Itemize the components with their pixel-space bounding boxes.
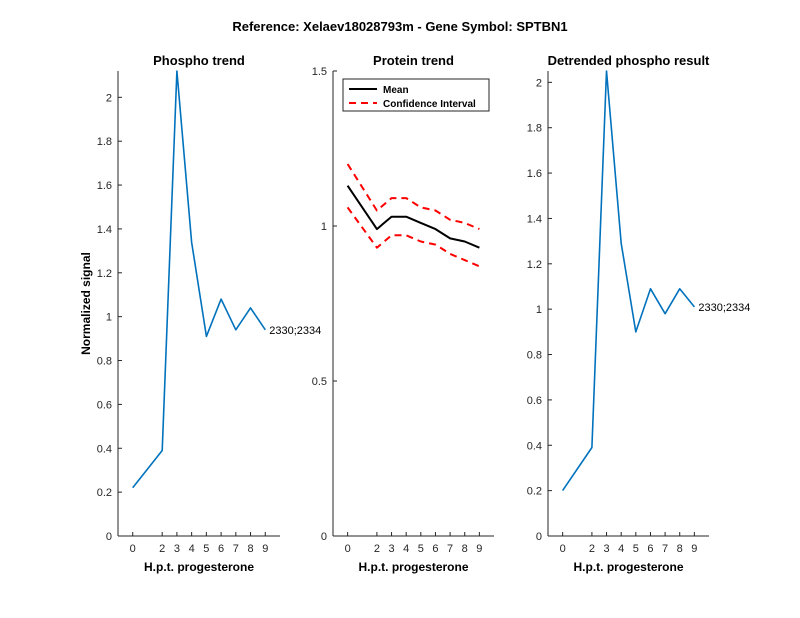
series-line-3: [346, 206, 480, 268]
y-tick-label: 1.5: [312, 66, 327, 78]
series-line-1: [132, 70, 266, 489]
y-tick-label: 1.6: [527, 168, 542, 180]
panel-title: Phospho trend: [153, 53, 245, 68]
chart-panel-2: 0 0.5 1 1.5 0 2 3 4 5 6 7 8 9 Protein trend H.p.t. pro…: [312, 53, 494, 574]
x-tick-label: 2: [159, 543, 165, 555]
y-tick-label: 1.4: [97, 224, 112, 236]
y-tick-label: 0: [536, 531, 542, 543]
y-tick-label: 1.6: [97, 180, 112, 192]
x-tick-label: 9: [476, 543, 482, 555]
y-tick-label: 1: [106, 312, 112, 324]
y-tick-label: 0.4: [527, 440, 542, 452]
x-tick-label: 8: [677, 543, 683, 555]
y-tick-label: 1.8: [97, 136, 112, 148]
y-tick-label: 1: [321, 221, 327, 233]
y-axis-label: Normalized signal: [79, 252, 93, 355]
x-tick-label: 3: [388, 543, 394, 555]
y-tick-label: 1.2: [527, 259, 542, 271]
y-tick-label: 1: [536, 304, 542, 316]
x-tick-label: 5: [633, 543, 639, 555]
x-tick-label: 7: [233, 543, 239, 555]
legend-entry-label: Confidence Interval: [383, 99, 476, 110]
y-tick-label: 1.4: [527, 213, 542, 225]
x-tick-label: 3: [174, 543, 180, 555]
x-axis-label: H.p.t. progesterone: [144, 560, 254, 574]
x-tick-label: 0: [560, 543, 566, 555]
x-tick-label: 0: [130, 543, 136, 555]
x-tick-label: 9: [691, 543, 697, 555]
panel-title: Protein trend: [373, 53, 454, 68]
legend-entry-label: Mean: [383, 85, 409, 96]
series-line-1: [561, 70, 696, 492]
x-tick-label: 5: [418, 543, 424, 555]
chart-panel-3: 00.20.40.60.811.21.41.61.820 2 3 4 5 6 7 8 9Detr…: [527, 53, 751, 574]
y-tick-label: 0.6: [527, 395, 542, 407]
point-annotation: 2330;2334: [698, 302, 750, 314]
y-tick-label: 0: [321, 531, 327, 543]
x-tick-label: 3: [603, 543, 609, 555]
x-tick-label: 7: [447, 543, 453, 555]
x-tick-label: 8: [247, 543, 253, 555]
panels: 00.20.40.60.811.21.41.61.820 2 3 4 5 6 7 8 9Phos…: [79, 53, 750, 574]
figure-suptitle: Reference: Xelaev18028793m - Gene Symbol…: [232, 19, 567, 34]
y-tick-label: 0: [106, 531, 112, 543]
legend-box: [342, 78, 490, 112]
x-tick-label: 5: [203, 543, 209, 555]
x-tick-label: 4: [618, 543, 624, 555]
x-tick-label: 2: [374, 543, 380, 555]
x-axis-label: H.p.t. progesterone: [573, 560, 683, 574]
panel-title: Detrended phospho result: [548, 53, 710, 68]
y-tick-label: 0.5: [312, 376, 327, 388]
x-tick-label: 4: [403, 543, 409, 555]
x-tick-label: 9: [262, 543, 268, 555]
x-tick-label: 4: [189, 543, 195, 555]
x-tick-label: 6: [218, 543, 224, 555]
y-tick-label: 2: [106, 92, 112, 104]
y-tick-label: 1.8: [527, 123, 542, 135]
y-tick-label: 2: [536, 77, 542, 89]
x-tick-label: 6: [432, 543, 438, 555]
y-tick-label: 0.8: [97, 356, 112, 368]
y-tick-label: 0.4: [97, 443, 112, 455]
series-line-1: [346, 185, 480, 249]
series-line-2: [346, 163, 480, 231]
point-annotation: 2330;2334: [269, 325, 321, 337]
y-tick-label: 1.2: [97, 268, 112, 280]
x-axis-label: H.p.t. progesterone: [358, 560, 468, 574]
x-tick-label: 7: [662, 543, 668, 555]
y-tick-label: 0.2: [97, 487, 112, 499]
x-tick-label: 0: [345, 543, 351, 555]
x-tick-label: 2: [589, 543, 595, 555]
chart-panel-1: 00.20.40.60.811.21.41.61.820 2 3 4 5 6 7 8 9Phos…: [79, 53, 321, 574]
y-tick-label: 0.8: [527, 350, 542, 362]
y-tick-label: 0.6: [97, 399, 112, 411]
x-tick-label: 6: [647, 543, 653, 555]
y-tick-label: 0.2: [527, 486, 542, 498]
legend: Mean Confidence Interval: [342, 78, 490, 112]
x-tick-label: 8: [462, 543, 468, 555]
